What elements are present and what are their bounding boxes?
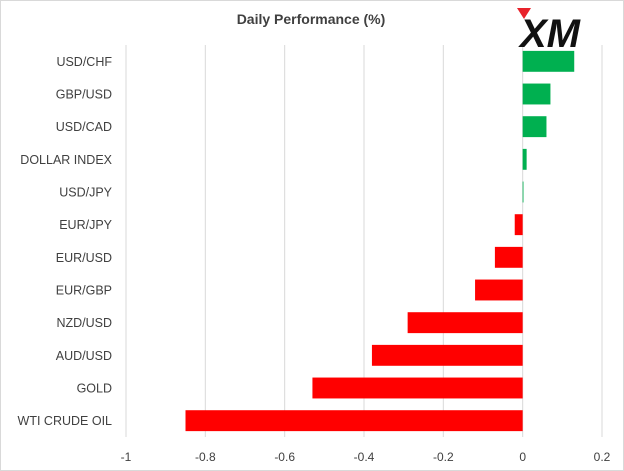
bar <box>312 377 523 399</box>
bar <box>522 83 551 105</box>
category-label: DOLLAR INDEX <box>20 153 112 167</box>
category-label: EUR/GBP <box>56 284 112 298</box>
category-label: GBP/USD <box>56 88 112 102</box>
category-label: USD/CHF <box>56 55 112 69</box>
bar <box>494 246 523 268</box>
xm-logo-accent <box>517 8 531 19</box>
gridlines <box>125 45 603 437</box>
x-tick-label: 0 <box>519 450 526 464</box>
bar <box>475 279 523 301</box>
category-label: EUR/USD <box>56 251 112 265</box>
x-tick-label: -0.6 <box>274 450 295 464</box>
x-tick-label: 0.2 <box>594 450 611 464</box>
x-tick-label: -0.2 <box>433 450 454 464</box>
category-label: USD/JPY <box>59 186 112 200</box>
x-tick-label: -1 <box>121 450 132 464</box>
bar <box>185 410 523 432</box>
category-labels: USD/CHF GBP/USD USD/CAD DOLLAR INDEX USD/JPY… <box>18 55 113 428</box>
x-tick-label: -0.8 <box>195 450 216 464</box>
xm-logo: XM <box>517 8 582 56</box>
category-label: NZD/USD <box>56 316 112 330</box>
category-label: EUR/JPY <box>59 218 112 232</box>
x-tick-label: -0.4 <box>354 450 375 464</box>
category-label: USD/CAD <box>56 120 112 134</box>
bar <box>407 312 523 334</box>
bar <box>522 181 524 203</box>
x-tick-labels: -1 -0.8 -0.6 -0.4 -0.2 0 0.2 <box>121 450 611 464</box>
bar <box>371 344 523 366</box>
bar <box>514 214 523 236</box>
bar <box>522 50 575 72</box>
bars <box>185 50 575 432</box>
category-label: GOLD <box>77 382 112 396</box>
xm-logo-text: XM <box>518 12 582 56</box>
category-label: AUD/USD <box>56 349 112 363</box>
chart-title: Daily Performance (%) <box>237 11 386 27</box>
category-label: WTI CRUDE OIL <box>18 414 112 428</box>
bar <box>522 116 547 138</box>
bar <box>522 148 527 170</box>
